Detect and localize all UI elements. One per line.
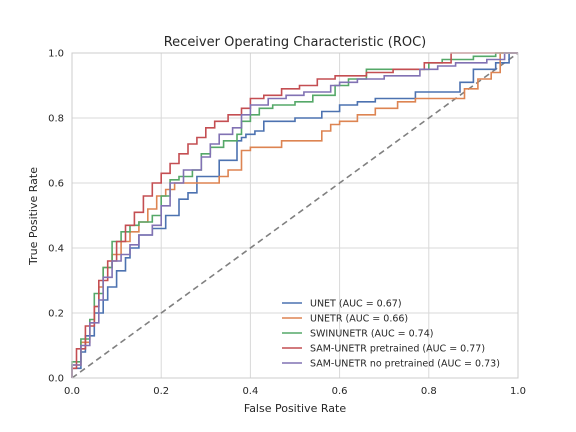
roc-curve-1 xyxy=(71,52,518,378)
legend-label: SAM-UNETR pretrained (AUC = 0.77) xyxy=(310,344,485,355)
chart-title: Receiver Operating Characteristic (ROC) xyxy=(164,35,427,50)
x-tick-label: 0.6 xyxy=(332,386,348,397)
y-tick-label: 1.0 xyxy=(48,49,64,60)
legend: UNET (AUC = 0.67) UNETR (AUC = 0.66) SWINU… xyxy=(282,299,500,370)
y-axis-label: True Positive Rate xyxy=(27,167,40,266)
y-tick-label: 0.6 xyxy=(48,179,64,190)
y-tick-label: 0.2 xyxy=(48,309,64,320)
x-tick-label: 0.8 xyxy=(421,386,437,397)
legend-label: UNET (AUC = 0.67) xyxy=(310,299,402,310)
chance-diagonal-line xyxy=(71,52,519,379)
chance-line xyxy=(71,52,519,379)
x-axis-label: False Positive Rate xyxy=(244,402,346,415)
x-tick-label: 1.0 xyxy=(510,386,526,397)
series-lines xyxy=(71,52,518,378)
x-tick-labels: 0.0 0.2 0.4 0.6 0.8 1.0 xyxy=(64,386,526,397)
x-tick-label: 0.4 xyxy=(242,386,258,397)
y-tick-label: 0.8 xyxy=(48,114,64,125)
x-tick-label: 0.0 xyxy=(64,386,80,397)
x-tick-label: 0.2 xyxy=(153,386,169,397)
legend-label: SWINUNETR (AUC = 0.74) xyxy=(310,329,433,340)
y-tick-labels: 0.0 0.2 0.4 0.6 0.8 1.0 xyxy=(48,49,64,385)
legend-label: SAM-UNETR no pretrained (AUC = 0.73) xyxy=(310,359,500,370)
y-tick-label: 0.0 xyxy=(48,374,64,385)
legend-label: UNETR (AUC = 0.66) xyxy=(310,314,408,325)
plot-frame xyxy=(71,52,519,379)
roc-curve-5 xyxy=(71,52,518,378)
y-tick-label: 0.4 xyxy=(48,244,64,255)
